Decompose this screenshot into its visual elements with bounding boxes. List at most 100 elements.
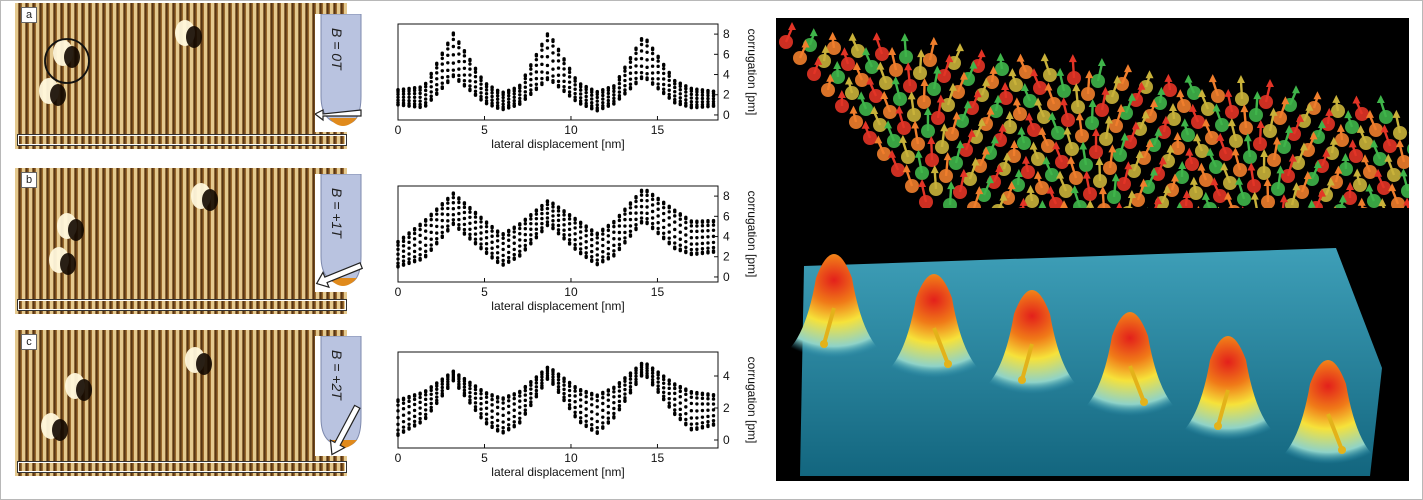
spin-atom xyxy=(821,73,835,97)
data-point-column xyxy=(451,369,456,383)
data-point xyxy=(700,235,705,239)
data-point-column xyxy=(490,85,494,108)
tip-illustration: B = 0T xyxy=(313,13,365,134)
data-point xyxy=(512,256,516,260)
data-point-column xyxy=(401,87,406,108)
data-point xyxy=(396,95,400,99)
stm-image: c xyxy=(15,330,347,476)
data-point xyxy=(656,384,660,388)
data-point xyxy=(656,214,660,218)
data-point xyxy=(661,397,666,401)
data-point xyxy=(595,99,599,103)
data-point xyxy=(645,193,649,198)
data-point xyxy=(711,408,716,412)
data-point xyxy=(440,81,444,85)
data-point xyxy=(396,415,400,420)
data-point xyxy=(446,212,450,217)
data-point xyxy=(706,402,710,406)
data-point-column xyxy=(661,200,666,241)
data-point xyxy=(645,220,649,224)
spin-atom xyxy=(1016,53,1033,79)
data-point xyxy=(706,88,710,93)
spin-atom xyxy=(1095,86,1110,117)
data-point xyxy=(551,380,555,384)
data-point xyxy=(512,99,516,103)
data-point-column xyxy=(711,218,716,254)
data-point xyxy=(673,382,677,386)
data-point xyxy=(440,388,444,393)
data-point xyxy=(473,405,478,409)
data-point xyxy=(551,38,555,42)
data-point xyxy=(495,256,500,260)
data-point-column xyxy=(578,82,583,106)
data-point xyxy=(451,207,456,211)
data-point xyxy=(407,260,411,264)
data-point xyxy=(595,258,599,262)
data-point xyxy=(601,93,605,98)
data-point-column xyxy=(639,188,644,225)
data-point xyxy=(484,395,489,400)
data-point xyxy=(573,242,577,247)
data-point xyxy=(518,99,522,104)
data-point xyxy=(601,243,605,248)
data-point xyxy=(617,237,622,241)
data-point xyxy=(523,243,528,248)
spin-atom xyxy=(1099,115,1113,146)
data-point xyxy=(684,226,688,230)
data-point xyxy=(645,216,649,221)
data-point xyxy=(462,54,467,58)
data-point xyxy=(689,86,694,91)
data-point xyxy=(650,380,655,385)
data-point xyxy=(612,96,616,101)
data-point xyxy=(457,200,461,205)
data-point xyxy=(457,45,461,50)
data-point xyxy=(495,229,500,233)
data-point xyxy=(656,85,660,90)
data-point xyxy=(512,230,516,234)
data-point-column xyxy=(484,82,489,106)
data-point xyxy=(518,411,522,415)
data-point xyxy=(617,96,622,100)
data-point xyxy=(684,398,688,402)
data-point xyxy=(484,88,489,92)
data-point xyxy=(623,78,627,83)
x-tick-label: 5 xyxy=(481,123,488,137)
data-point xyxy=(650,197,655,202)
spin-atom xyxy=(840,47,855,71)
spin-atom xyxy=(1395,139,1409,169)
data-point-column xyxy=(490,393,494,430)
data-point xyxy=(507,103,511,107)
data-point xyxy=(523,411,528,415)
data-point xyxy=(684,245,688,250)
spin-atom xyxy=(866,76,883,103)
data-point xyxy=(584,419,588,423)
data-point xyxy=(612,406,616,411)
data-point xyxy=(418,416,422,421)
spin-atom xyxy=(925,136,939,167)
data-point xyxy=(507,259,511,263)
data-point xyxy=(534,375,539,379)
data-point xyxy=(418,395,422,400)
spin-atom xyxy=(903,62,917,93)
data-point xyxy=(567,66,572,71)
data-point xyxy=(584,413,588,418)
data-point xyxy=(412,226,417,231)
data-point xyxy=(606,240,611,244)
data-point xyxy=(661,394,666,398)
data-point xyxy=(628,217,633,222)
data-point xyxy=(650,371,655,375)
data-point xyxy=(507,233,511,237)
data-point xyxy=(590,427,594,431)
data-point xyxy=(540,211,544,216)
data-point xyxy=(457,73,461,78)
linescan-strip xyxy=(17,461,347,473)
data-point xyxy=(628,371,633,375)
data-point xyxy=(501,241,505,246)
data-point xyxy=(501,247,505,252)
data-point xyxy=(440,234,444,238)
data-point xyxy=(639,370,644,374)
data-point xyxy=(551,214,555,218)
data-point xyxy=(645,72,649,76)
data-point xyxy=(473,220,478,224)
data-point xyxy=(573,83,577,87)
